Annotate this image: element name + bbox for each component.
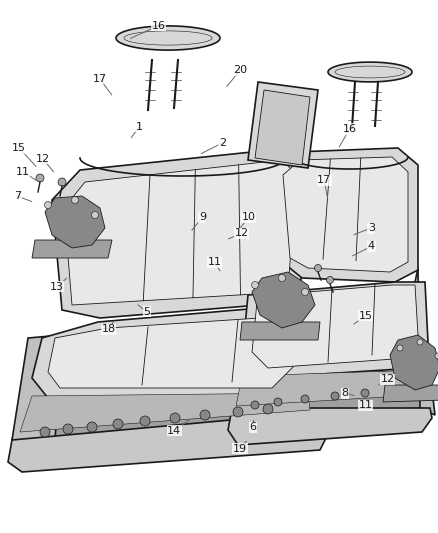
- Circle shape: [45, 201, 52, 208]
- Text: 11: 11: [208, 257, 222, 267]
- Text: 12: 12: [36, 154, 50, 164]
- Circle shape: [274, 398, 282, 406]
- Text: 11: 11: [359, 400, 373, 410]
- Circle shape: [251, 401, 259, 409]
- Text: 10: 10: [242, 213, 256, 222]
- Circle shape: [170, 413, 180, 423]
- Circle shape: [263, 404, 273, 414]
- Circle shape: [71, 197, 78, 204]
- Circle shape: [251, 281, 258, 288]
- Polygon shape: [12, 335, 62, 455]
- Polygon shape: [415, 268, 435, 415]
- Polygon shape: [64, 160, 296, 305]
- Circle shape: [279, 274, 286, 281]
- Circle shape: [301, 395, 309, 403]
- Polygon shape: [228, 408, 432, 445]
- Polygon shape: [252, 272, 315, 328]
- Text: 20: 20: [233, 66, 247, 75]
- Circle shape: [435, 353, 438, 359]
- Polygon shape: [255, 90, 310, 165]
- Circle shape: [326, 277, 333, 284]
- Text: 18: 18: [102, 325, 116, 334]
- Circle shape: [58, 178, 66, 186]
- Polygon shape: [32, 308, 310, 398]
- Text: 3: 3: [368, 223, 375, 233]
- Text: 15: 15: [359, 311, 373, 320]
- Text: 14: 14: [167, 426, 181, 435]
- Text: 4: 4: [368, 241, 375, 251]
- Text: 19: 19: [233, 444, 247, 454]
- Polygon shape: [20, 393, 310, 432]
- Circle shape: [233, 407, 243, 417]
- Polygon shape: [48, 318, 295, 388]
- Polygon shape: [232, 370, 432, 420]
- Polygon shape: [328, 62, 412, 82]
- Polygon shape: [12, 395, 325, 455]
- Text: 8: 8: [342, 389, 349, 398]
- Text: 6: 6: [250, 423, 257, 432]
- Text: 1: 1: [136, 122, 143, 132]
- Text: 12: 12: [235, 229, 249, 238]
- Circle shape: [36, 174, 44, 182]
- Circle shape: [87, 422, 97, 432]
- Polygon shape: [8, 412, 330, 472]
- Circle shape: [361, 389, 369, 397]
- Circle shape: [63, 424, 73, 434]
- Text: 2: 2: [219, 138, 226, 148]
- Circle shape: [301, 288, 308, 295]
- Text: 11: 11: [16, 167, 30, 176]
- Text: 7: 7: [14, 191, 21, 201]
- Circle shape: [417, 339, 423, 345]
- Circle shape: [40, 427, 50, 437]
- Text: 17: 17: [93, 74, 107, 84]
- Polygon shape: [32, 240, 112, 258]
- Polygon shape: [240, 322, 320, 340]
- Polygon shape: [52, 148, 308, 318]
- Circle shape: [388, 386, 396, 394]
- Polygon shape: [45, 196, 105, 248]
- Polygon shape: [383, 385, 438, 402]
- Circle shape: [113, 419, 123, 429]
- Text: 9: 9: [199, 213, 206, 222]
- Text: 16: 16: [152, 21, 166, 30]
- Circle shape: [397, 345, 403, 351]
- Polygon shape: [272, 148, 418, 282]
- Circle shape: [331, 392, 339, 400]
- Polygon shape: [283, 157, 408, 272]
- Polygon shape: [252, 285, 418, 368]
- Circle shape: [314, 264, 321, 271]
- Polygon shape: [390, 335, 438, 390]
- Polygon shape: [242, 282, 428, 378]
- Circle shape: [200, 410, 210, 420]
- Text: 5: 5: [143, 307, 150, 317]
- Text: 17: 17: [317, 175, 331, 185]
- Text: 13: 13: [50, 282, 64, 292]
- Text: 15: 15: [12, 143, 26, 153]
- Circle shape: [140, 416, 150, 426]
- Polygon shape: [116, 26, 220, 50]
- Text: 16: 16: [343, 124, 357, 134]
- Polygon shape: [236, 370, 422, 406]
- Text: 12: 12: [381, 375, 395, 384]
- Circle shape: [92, 212, 99, 219]
- Polygon shape: [248, 82, 318, 168]
